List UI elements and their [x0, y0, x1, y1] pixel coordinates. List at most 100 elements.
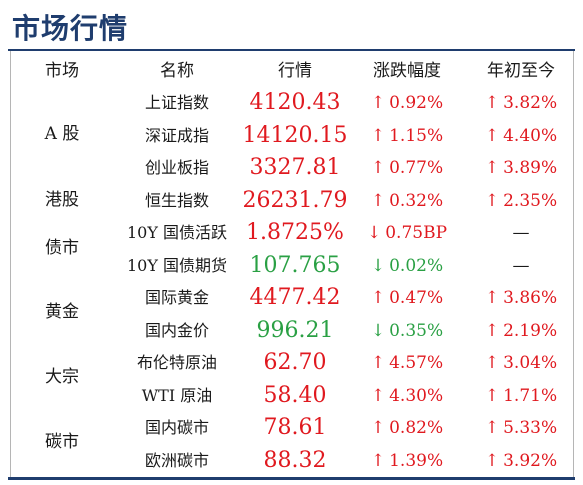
- instrument-name: 国内碳市: [144, 418, 210, 437]
- market-label-hk: 港股: [45, 190, 79, 210]
- ytd-text: 3.82%: [503, 93, 558, 113]
- table-row: 创业板指 3327.81 ↑ 0.77% ↑ 3.89%: [0, 152, 583, 184]
- change-text: 4.30%: [389, 385, 444, 406]
- price-value: 107.765: [249, 252, 341, 278]
- change-value: ↑ 1.15%: [371, 120, 443, 152]
- instrument-name: 深证成指: [144, 125, 210, 145]
- ytd-text: 5.33%: [503, 418, 558, 438]
- price-value: 88.32: [263, 447, 327, 473]
- change-value: ↑ 4.57%: [371, 347, 443, 379]
- change-value: ↑ 1.39%: [371, 445, 443, 477]
- arrow-up-icon: ↑: [370, 190, 386, 211]
- change-value: ↑ 0.92%: [371, 87, 443, 119]
- instrument-name: 创业板指: [144, 158, 210, 177]
- instrument-name: 10Y 国债活跃: [126, 223, 228, 242]
- arrow-down-icon: ↓: [370, 320, 386, 341]
- title-divider: [8, 49, 575, 51]
- page-title: 市场行情: [12, 12, 129, 45]
- market-label-a-share: A 股: [44, 124, 80, 144]
- ytd-text: 1.71%: [503, 385, 558, 406]
- change-value: ↓ 0.02%: [371, 250, 443, 282]
- price-value: 26231.79: [242, 187, 348, 213]
- change-value: ↑ 4.30%: [371, 380, 443, 412]
- ytd-value: ↑ 2.19%: [485, 315, 557, 347]
- instrument-name: 国内金价: [144, 320, 210, 340]
- price-value: 58.40: [263, 382, 327, 408]
- change-text: 0.77%: [389, 158, 444, 178]
- header-price: 行情: [278, 61, 312, 81]
- ytd-text: 3.92%: [503, 450, 558, 471]
- price-value: 4477.42: [249, 285, 341, 310]
- ytd-text: 4.40%: [503, 125, 558, 146]
- price-value: 78.61: [263, 415, 327, 440]
- change-text: 0.02%: [389, 255, 444, 276]
- header-name: 名称: [160, 61, 194, 81]
- ytd-value: —: [513, 217, 530, 249]
- instrument-name: 欧洲碳市: [144, 450, 210, 470]
- ytd-value: ↑ 5.33%: [485, 412, 557, 444]
- change-text: 1.15%: [389, 125, 444, 146]
- change-text: 0.82%: [389, 418, 444, 438]
- instrument-name: WTI 原油: [141, 385, 213, 405]
- price-value: 14120.15: [242, 122, 348, 148]
- instrument-name: 国际黄金: [144, 288, 210, 307]
- price-value: 62.70: [263, 350, 327, 375]
- header-ytd: 年初至今: [487, 61, 555, 81]
- instrument-name: 10Y 国债期货: [126, 255, 228, 275]
- table-frame: [10, 51, 574, 479]
- arrow-up-icon: ↑: [370, 125, 386, 146]
- table-row: 10Y 国债活跃 1.8725% ↓ 0.75BP —: [0, 217, 583, 249]
- ytd-text: 2.35%: [503, 190, 558, 211]
- arrow-up-icon: ↑: [484, 418, 500, 438]
- ytd-text: 3.04%: [503, 353, 558, 373]
- arrow-up-icon: ↑: [484, 288, 500, 308]
- arrow-down-icon: ↓: [366, 223, 382, 243]
- ytd-value: ↑ 3.82%: [485, 87, 557, 119]
- arrow-up-icon: ↑: [484, 353, 500, 373]
- ytd-text: 3.86%: [503, 288, 558, 308]
- market-label-gold: 黄金: [45, 302, 79, 322]
- market-label-commodity: 大宗: [45, 367, 79, 387]
- bottom-divider: [8, 477, 575, 480]
- arrow-up-icon: ↑: [370, 353, 386, 373]
- arrow-up-icon: ↑: [484, 125, 500, 146]
- table-header: 市场 名称 行情 涨跌幅度 年初至今: [0, 55, 583, 87]
- table-row: 布伦特原油 62.70 ↑ 4.57% ↑ 3.04%: [0, 347, 583, 379]
- market-label-bond: 债市: [45, 238, 79, 258]
- instrument-name: 布伦特原油: [136, 353, 218, 372]
- ytd-value: —: [513, 250, 530, 282]
- market-label-carbon: 碳市: [45, 432, 79, 452]
- ytd-value: ↑ 3.89%: [485, 152, 557, 184]
- arrow-up-icon: ↑: [484, 158, 500, 178]
- arrow-up-icon: ↑: [370, 93, 386, 113]
- arrow-up-icon: ↑: [370, 450, 386, 471]
- arrow-up-icon: ↑: [370, 288, 386, 308]
- ytd-text: 3.89%: [503, 158, 558, 178]
- ytd-text: —: [512, 223, 530, 243]
- arrow-up-icon: ↑: [484, 385, 500, 406]
- arrow-up-icon: ↑: [484, 320, 500, 341]
- price-value: 3327.81: [249, 155, 341, 180]
- ytd-text: 2.19%: [503, 320, 558, 341]
- change-value: ↓ 0.75BP: [367, 217, 447, 249]
- change-text: 0.92%: [389, 93, 444, 113]
- change-text: 0.35%: [389, 320, 444, 341]
- arrow-up-icon: ↑: [484, 450, 500, 471]
- change-value: ↑ 0.32%: [371, 185, 443, 217]
- price-value: 4120.43: [249, 90, 341, 115]
- header-market: 市场: [45, 61, 79, 81]
- change-value: ↓ 0.35%: [371, 315, 443, 347]
- price-value: 996.21: [256, 317, 334, 343]
- arrow-up-icon: ↑: [370, 158, 386, 178]
- change-value: ↑ 0.77%: [371, 152, 443, 184]
- change-text: 4.57%: [389, 353, 444, 373]
- change-text: 0.75BP: [385, 223, 448, 243]
- arrow-up-icon: ↑: [484, 190, 500, 211]
- ytd-value: ↑ 3.92%: [485, 445, 557, 477]
- table-row: WTI 原油 58.40 ↑ 4.30% ↑ 1.71%: [0, 380, 583, 412]
- change-text: 0.47%: [389, 288, 444, 308]
- table-row: 国际黄金 4477.42 ↑ 0.47% ↑ 3.86%: [0, 282, 583, 314]
- header-change: 涨跌幅度: [373, 61, 441, 81]
- instrument-name: 上证指数: [144, 93, 210, 112]
